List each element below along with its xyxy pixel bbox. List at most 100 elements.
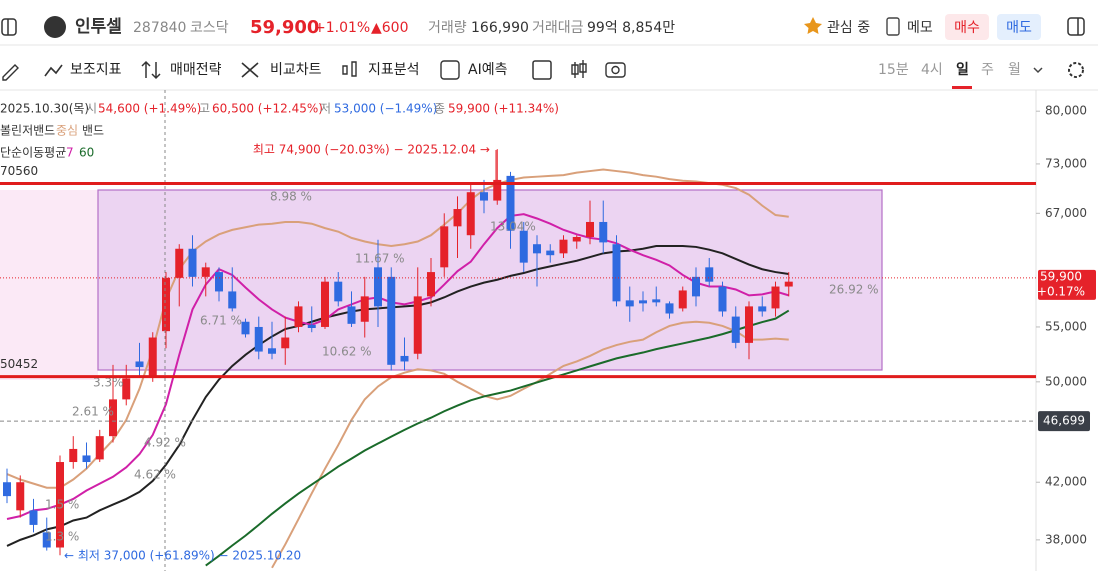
star-icon[interactable]	[804, 17, 822, 34]
amount-label: 거래대금	[532, 20, 584, 36]
y-tick-label: 80,000	[1045, 104, 1087, 118]
period-active[interactable]: 일	[956, 62, 969, 78]
logo	[44, 16, 66, 38]
panel-icon[interactable]	[1067, 17, 1085, 36]
candle-body	[56, 462, 64, 548]
candle-body	[771, 286, 780, 309]
candle-body	[201, 267, 210, 277]
candle-body	[228, 291, 237, 309]
box-label: 3.3%	[93, 376, 124, 390]
side-panel-icon[interactable]	[1, 18, 17, 36]
chart-type-icon[interactable]	[571, 60, 587, 78]
toolbar-item[interactable]: 지표분석	[368, 62, 420, 78]
info-high: 60,500 (+12.45%)	[212, 102, 323, 116]
candle-body	[268, 348, 276, 354]
candle-body	[162, 277, 170, 332]
toolbar-item[interactable]: 매매전략	[170, 62, 222, 78]
sell-label: 매도	[1006, 20, 1032, 36]
indicator-line	[6, 168, 789, 489]
last-change-label: +0.17%	[1037, 284, 1085, 298]
settings-icon[interactable]	[1068, 62, 1084, 78]
watch-button[interactable]: 관심 중	[827, 20, 870, 36]
plot	[3, 149, 793, 569]
candle-body	[109, 399, 117, 437]
candle-body	[16, 482, 25, 511]
box-label: 26.92 %	[829, 283, 879, 297]
market: 코스닥	[190, 20, 229, 36]
zone-shading	[0, 190, 98, 380]
candle-body	[533, 244, 541, 254]
camera-icon[interactable]	[605, 62, 626, 78]
period[interactable]: 주	[981, 62, 994, 78]
candle-body	[360, 296, 369, 322]
info-close: 59,900 (+11.34%)	[448, 102, 559, 116]
y-tick-label: 67,000	[1045, 206, 1087, 220]
change-pct: +1.01%	[314, 20, 370, 36]
toolbar-item[interactable]: 보조지표	[70, 62, 122, 78]
checkbox[interactable]	[532, 60, 552, 80]
candle-body	[665, 303, 674, 314]
candle-body	[586, 221, 594, 237]
legend-ma: 단순이동평균	[0, 146, 66, 160]
candle-body	[705, 267, 714, 282]
crosshair-label: 46,699	[1043, 414, 1085, 428]
candle-body	[506, 175, 515, 231]
candle-body	[718, 286, 727, 312]
candle-body	[692, 276, 700, 297]
level-label: 50452	[0, 357, 38, 371]
box-label: 1.3 %	[45, 530, 79, 544]
chevron[interactable]	[1033, 67, 1043, 74]
period[interactable]: 월	[1008, 62, 1021, 78]
candle-body	[453, 209, 462, 227]
indicator-line	[6, 245, 789, 547]
box-label: 4.62 %	[134, 468, 176, 482]
memo-button[interactable]: 메모	[907, 20, 933, 36]
candle-body	[599, 221, 608, 243]
info-low: 53,000 (−1.49%)	[334, 102, 437, 116]
candle-body	[148, 337, 157, 377]
y-tick-label: 50,000	[1045, 374, 1087, 388]
candle-body	[69, 448, 78, 463]
candle-body	[427, 272, 435, 297]
y-tick-label: 73,000	[1045, 156, 1087, 170]
sell-button[interactable]	[997, 14, 1041, 40]
legend-ma60: 60	[79, 146, 94, 160]
box-label: 6.71 %	[200, 314, 242, 328]
last-price-box	[1038, 269, 1096, 300]
candle-body	[413, 296, 422, 354]
tool-icon	[44, 64, 63, 77]
last-price-label: 59,900	[1040, 269, 1082, 283]
period[interactable]: 15분	[878, 62, 909, 78]
draw-icon[interactable]	[2, 64, 19, 81]
candle-body	[241, 321, 250, 335]
volume: 166,990	[471, 20, 529, 36]
buy-button[interactable]	[945, 14, 989, 40]
stock-code: 287840	[133, 20, 186, 36]
info-label: 저	[320, 102, 331, 116]
candle-body	[122, 378, 131, 400]
candle-body	[652, 299, 661, 303]
candle-body	[678, 290, 687, 309]
toolbar-item[interactable]: AI예측	[468, 62, 508, 78]
tool-icon	[241, 62, 259, 78]
price: 59,900	[250, 17, 319, 38]
candle-body	[135, 361, 144, 368]
candle-body	[519, 230, 528, 263]
candle-body	[42, 532, 51, 548]
camera-icon	[611, 65, 620, 75]
period[interactable]: 4시	[921, 62, 943, 78]
candle-body	[440, 226, 449, 268]
candle-body	[321, 281, 329, 327]
candle-body	[3, 482, 11, 497]
box-label: 11.67 %	[355, 252, 405, 266]
candle-body	[374, 267, 382, 307]
candle-body	[466, 192, 475, 236]
candle-body	[347, 306, 356, 324]
candle-body	[281, 337, 290, 349]
candle-body	[334, 281, 343, 302]
toolbar-item[interactable]: 비교차트	[270, 62, 322, 78]
buy-label: 매수	[954, 20, 980, 36]
